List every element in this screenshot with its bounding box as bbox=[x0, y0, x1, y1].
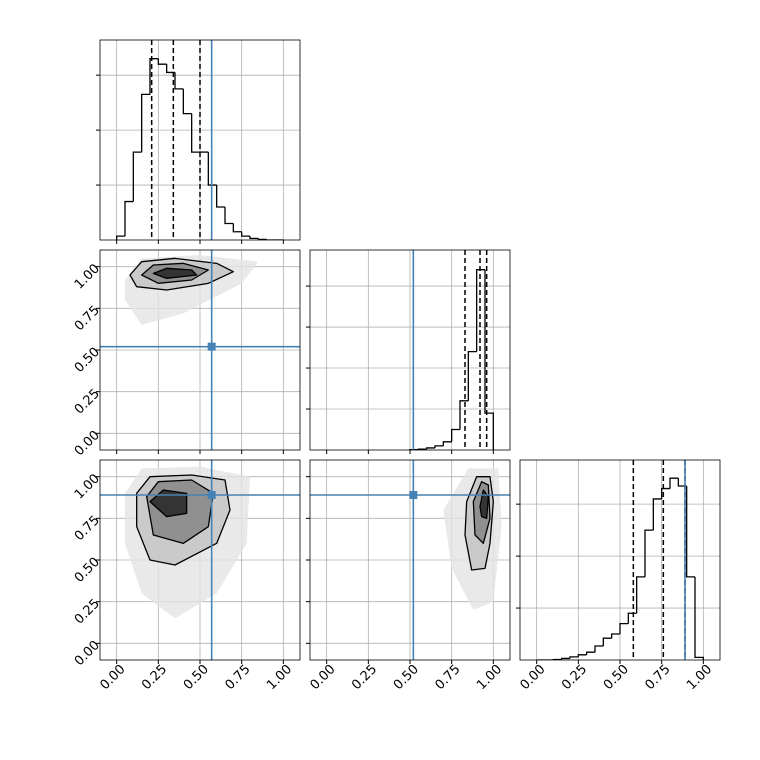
histogram-step bbox=[191, 113, 200, 153]
panel bbox=[310, 460, 510, 660]
histogram-step bbox=[174, 72, 184, 90]
histogram-step bbox=[166, 64, 175, 74]
x-tick-label: 0.50 bbox=[601, 662, 632, 693]
histogram-step bbox=[207, 152, 217, 186]
panel bbox=[100, 40, 300, 240]
histogram-step bbox=[124, 200, 134, 237]
histogram-step bbox=[116, 235, 125, 240]
histogram-step bbox=[636, 576, 645, 614]
x-tick-label: 0.00 bbox=[97, 662, 128, 693]
histogram-step bbox=[561, 657, 570, 660]
y-tick-label: 0.00 bbox=[72, 638, 103, 669]
histogram-step bbox=[257, 238, 267, 240]
histogram-step bbox=[686, 485, 695, 578]
histogram-step bbox=[586, 651, 595, 655]
y-tick-label: 0.50 bbox=[72, 555, 103, 586]
histogram-step bbox=[669, 477, 679, 489]
histogram-step bbox=[157, 58, 167, 65]
histogram-step bbox=[467, 350, 477, 401]
histogram-step bbox=[602, 637, 612, 646]
x-tick-label: 0.25 bbox=[139, 662, 170, 693]
x-tick-label: 0.25 bbox=[559, 662, 590, 693]
histogram-step bbox=[232, 223, 242, 233]
histogram-step bbox=[434, 445, 444, 448]
y-tick-label: 0.75 bbox=[72, 303, 103, 334]
contour bbox=[152, 267, 198, 279]
histogram-step bbox=[594, 645, 604, 653]
histogram-step bbox=[451, 428, 460, 442]
x-tick-label: 1.00 bbox=[684, 662, 715, 693]
x-tick-label: 1.00 bbox=[474, 662, 505, 693]
histogram-step bbox=[644, 529, 654, 577]
y-tick-label: 0.50 bbox=[72, 345, 103, 376]
x-tick-label: 0.50 bbox=[391, 662, 422, 693]
x-tick-label: 0.50 bbox=[181, 662, 212, 693]
histogram-step bbox=[627, 612, 637, 624]
panel bbox=[100, 250, 300, 450]
histogram-step bbox=[652, 498, 662, 531]
histogram-step bbox=[216, 185, 225, 208]
x-tick-label: 1.00 bbox=[264, 662, 295, 693]
histogram-step bbox=[484, 269, 494, 450]
truth-marker bbox=[207, 342, 216, 351]
y-tick-label: 0.25 bbox=[72, 596, 103, 627]
x-tick-label: 0.75 bbox=[432, 662, 463, 693]
histogram-step bbox=[677, 478, 687, 487]
histogram-step bbox=[569, 656, 579, 659]
histogram-step bbox=[476, 269, 485, 352]
histogram-step bbox=[426, 447, 435, 450]
x-tick-label: 0.75 bbox=[642, 662, 673, 693]
truth-marker bbox=[409, 491, 418, 499]
panel bbox=[310, 250, 510, 450]
histogram-step bbox=[661, 487, 670, 499]
histogram-step bbox=[224, 207, 234, 225]
histogram-step bbox=[577, 654, 587, 657]
panel bbox=[520, 460, 720, 660]
y-tick-label: 0.25 bbox=[72, 386, 103, 417]
histogram-step bbox=[694, 576, 704, 660]
histogram-step bbox=[442, 441, 452, 446]
histogram-step bbox=[241, 231, 250, 237]
histogram-step bbox=[182, 88, 192, 115]
x-tick-label: 0.00 bbox=[517, 662, 548, 693]
histogram-step bbox=[611, 633, 620, 639]
y-tick-label: 0.00 bbox=[72, 428, 103, 459]
x-tick-label: 0.00 bbox=[307, 662, 338, 693]
histogram-step bbox=[619, 622, 629, 635]
x-tick-label: 0.75 bbox=[222, 662, 253, 693]
y-tick-label: 0.75 bbox=[72, 513, 103, 544]
panel bbox=[100, 460, 300, 660]
x-tick-label: 0.25 bbox=[349, 662, 380, 693]
contour bbox=[479, 489, 489, 519]
histogram-step bbox=[149, 58, 159, 95]
histogram-step bbox=[459, 400, 469, 430]
y-tick-label: 1.00 bbox=[72, 261, 103, 292]
histogram-step bbox=[249, 236, 259, 240]
histogram-step bbox=[132, 151, 142, 202]
y-tick-label: 1.00 bbox=[72, 471, 103, 502]
contour bbox=[149, 489, 188, 518]
truth-marker bbox=[207, 491, 216, 499]
histogram-step bbox=[141, 93, 150, 153]
